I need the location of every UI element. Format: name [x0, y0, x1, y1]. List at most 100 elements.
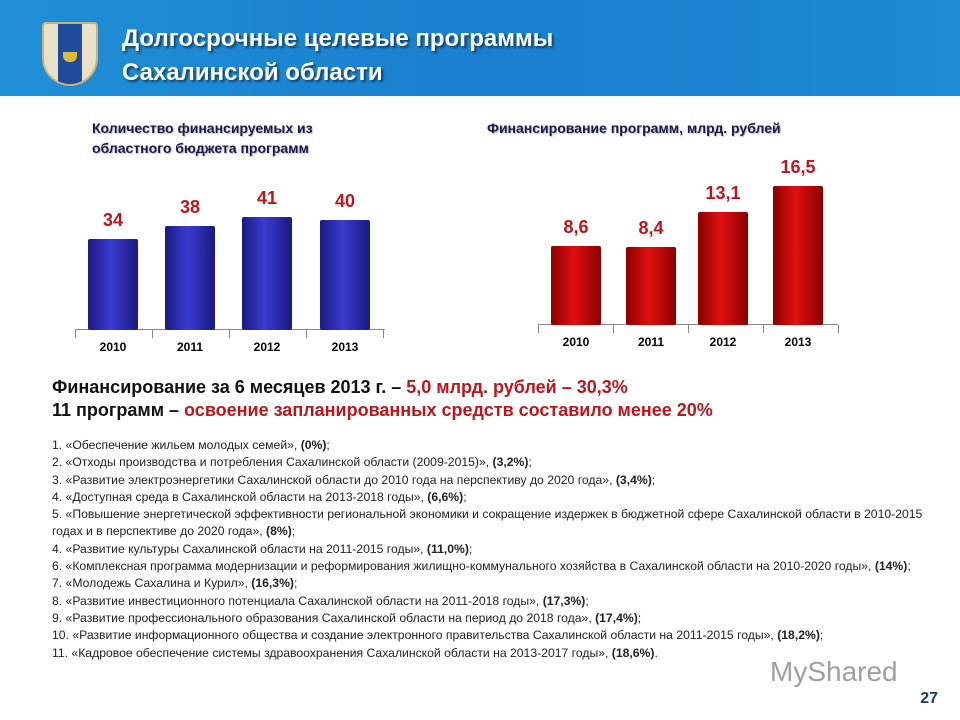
program-list: 1. «Обеспечение жильем молодых семей», (… — [52, 437, 932, 662]
x-tick-label: 2013 — [784, 335, 812, 349]
program-text: 5. «Повышение энергетической эффективнос… — [52, 507, 923, 539]
program-text: 7. «Молодежь Сахалина и Курил», — [52, 576, 252, 591]
bar-2013 — [320, 220, 370, 330]
program-text: 8. «Развитие инвестиционного потенциала … — [52, 593, 543, 608]
program-text: 3. «Развитие электроэнергетики Сахалинск… — [52, 472, 616, 487]
x-tick — [306, 330, 307, 338]
x-tick — [538, 325, 539, 333]
program-end: ; — [819, 628, 824, 643]
bar-2012 — [242, 217, 292, 330]
program-item: 11. «Кадровое обеспечение системы здраво… — [52, 645, 932, 662]
data-label: 13,1 — [705, 182, 741, 203]
program-end: ; — [528, 455, 532, 470]
title-line-2: Сахалинской области — [122, 59, 383, 86]
data-label: 16,5 — [780, 157, 816, 178]
program-end: ; — [637, 610, 642, 625]
x-tick-label: 2013 — [331, 340, 359, 354]
program-item: 10. «Развитие информационного общества и… — [52, 627, 932, 644]
program-end: ; — [463, 489, 467, 504]
x-tick-label: 2010 — [99, 340, 127, 354]
watermark: MyShared — [770, 656, 898, 687]
program-text: 10. «Развитие информационного общества и… — [52, 628, 778, 643]
program-text: 11. «Кадровое обеспечение системы здраво… — [52, 645, 612, 660]
data-label: 8,4 — [638, 218, 664, 238]
header-banner: Долгосрочные целевые программы Сахалинск… — [0, 0, 960, 96]
program-end: ; — [326, 438, 330, 452]
funding-chart: 8,6 2010 8,4 2011 13,1 2012 16,5 2013 — [538, 150, 839, 349]
x-tick-label: 2010 — [562, 335, 590, 349]
program-pct: (17,3%) — [542, 593, 586, 608]
x-tick — [688, 325, 689, 333]
program-text: 6. «Комплексная программа модернизации и… — [52, 559, 875, 574]
program-pct: (17,4%) — [595, 610, 638, 625]
program-item: 3. «Развитие электроэнергетики Сахалинск… — [52, 472, 932, 489]
title-line-1: Долгосрочные целевые программы — [122, 25, 554, 52]
page-title: Долгосрочные целевые программы Сахалинск… — [122, 22, 553, 90]
bar-2012 — [698, 211, 748, 325]
summary-line1-label: Финансирование за 6 месяцев 2013 г. – — [52, 377, 407, 397]
program-end: ; — [293, 576, 298, 591]
bar-2011 — [165, 226, 215, 330]
program-end: ; — [585, 593, 589, 608]
summary-line2-value: освоение запланированных средств состави… — [184, 400, 713, 420]
summary-line1-value: 5,0 млрд. рублей – 30,3% — [406, 377, 628, 397]
program-end: . — [654, 645, 658, 660]
chart-left-title: Количество финансируемых из областного б… — [92, 120, 313, 156]
program-pct: (14%) — [874, 559, 908, 574]
summary: Финансирование за 6 месяцев 2013 г. – 5,… — [52, 376, 713, 422]
data-label: 38 — [179, 197, 201, 218]
x-tick — [613, 325, 614, 333]
data-label: 34 — [102, 209, 124, 230]
data-label: 8,6 — [563, 216, 589, 237]
x-tick — [838, 325, 839, 333]
bar-2010 — [88, 238, 138, 330]
program-item: 1. «Обеспечение жильем молодых семей», (… — [52, 437, 932, 454]
data-label: 40 — [334, 191, 356, 212]
program-item: 7. «Молодежь Сахалина и Курил», (16,3%); — [52, 575, 932, 592]
x-tick — [763, 325, 764, 333]
program-item: 4. «Развитие культуры Сахалинской област… — [52, 541, 932, 558]
x-tick-label: 2012 — [253, 340, 281, 354]
bar-2013 — [773, 186, 823, 325]
page-number: 27 — [920, 690, 938, 707]
program-text: 4. «Развитие культуры Сахалинской област… — [52, 541, 427, 556]
data-label: 41 — [256, 188, 278, 209]
program-item: 9. «Развитие профессионального образован… — [52, 610, 932, 627]
program-end: ; — [651, 472, 656, 487]
program-pct: (0%) — [300, 438, 327, 452]
program-end: ; — [468, 541, 473, 556]
program-item: 6. «Комплексная программа модернизации и… — [52, 558, 932, 575]
program-pct: (8%) — [266, 524, 292, 539]
program-end: ; — [291, 524, 296, 539]
bar-2010 — [551, 245, 601, 325]
program-text: 9. «Развитие профессионального образован… — [52, 610, 596, 625]
program-text: 2. «Отходы производства и потребления Са… — [52, 455, 493, 470]
summary-line2-label: 11 программ – — [52, 400, 185, 420]
program-item: 2. «Отходы производства и потребления Са… — [52, 454, 932, 471]
x-tick — [229, 330, 230, 338]
x-tick — [75, 330, 76, 338]
x-tick — [383, 330, 384, 338]
program-pct: (18,6%) — [611, 645, 655, 660]
programs-count-chart: 34 2010 38 2011 41 2012 40 2013 — [75, 150, 385, 354]
x-tick — [152, 330, 153, 338]
program-item: 5. «Повышение энергетической эффективнос… — [52, 506, 932, 541]
program-pct: (6,6%) — [427, 489, 464, 504]
program-pct: (3,2%) — [492, 455, 529, 470]
program-pct: (18,2%) — [777, 628, 820, 643]
sakhalin-coat-of-arms-icon — [42, 22, 98, 86]
program-text: 4. «Доступная среда в Сахалинской област… — [52, 489, 428, 504]
x-axis — [75, 329, 385, 330]
program-item: 4. «Доступная среда в Сахалинской област… — [52, 489, 932, 506]
bar-2011 — [626, 247, 676, 325]
program-end: ; — [907, 559, 911, 574]
program-text: 1. «Обеспечение жильем молодых семей», — [52, 438, 301, 452]
x-tick-label: 2011 — [637, 335, 665, 349]
program-pct: (11,0%) — [426, 541, 469, 556]
chart-right-title: Финансирование программ, млрд. рублей — [487, 120, 781, 136]
x-tick-label: 2012 — [709, 335, 737, 349]
x-axis — [538, 324, 838, 325]
program-pct: (3,4%) — [615, 472, 652, 487]
x-tick-label: 2011 — [176, 340, 204, 354]
program-item: 8. «Развитие инвестиционного потенциала … — [52, 593, 932, 610]
